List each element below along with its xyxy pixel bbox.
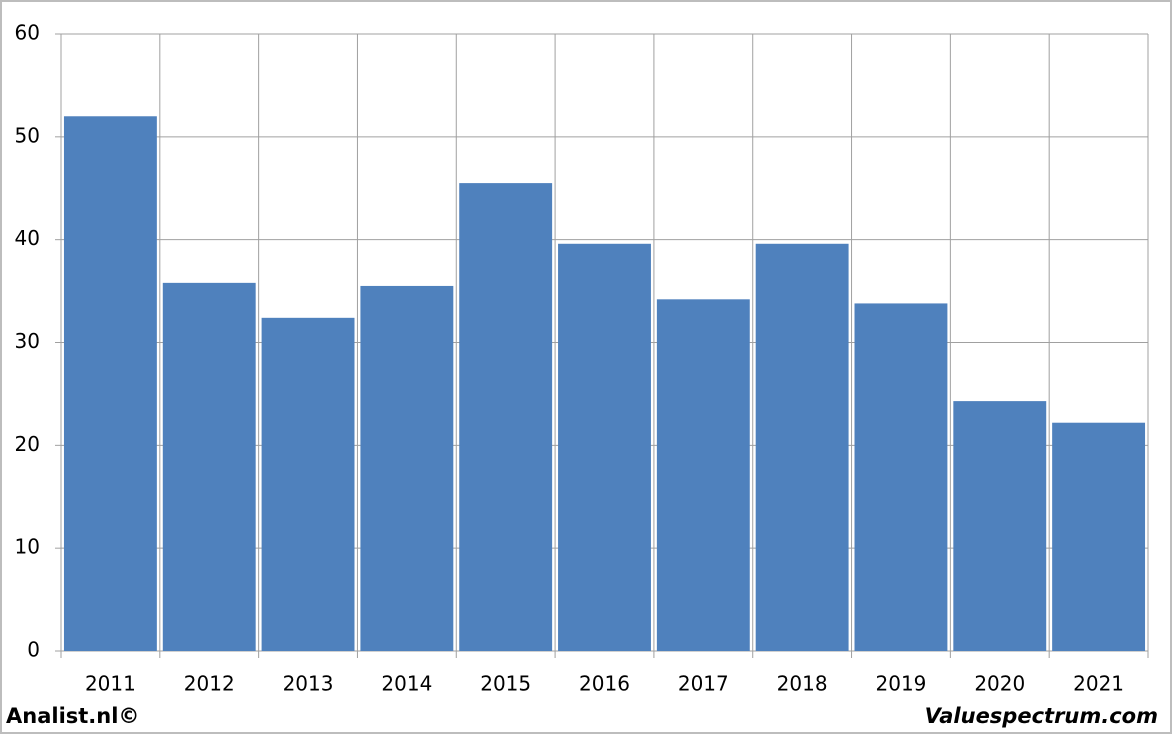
y-tick-label: 10: [15, 535, 40, 559]
bar: [755, 243, 849, 651]
y-tick-label: 20: [15, 432, 40, 456]
x-tick-label: 2011: [85, 672, 136, 696]
bar: [162, 282, 256, 651]
bar: [953, 401, 1047, 651]
bar: [63, 116, 157, 652]
bar: [261, 317, 355, 651]
y-tick-label: 30: [15, 329, 40, 353]
x-tick-label: 2018: [777, 672, 828, 696]
x-tick-label: 2014: [381, 672, 432, 696]
x-tick-label: 2016: [579, 672, 630, 696]
bar: [1052, 422, 1146, 651]
y-tick-label: 0: [27, 638, 40, 662]
credit-left: Analist.nl©: [6, 704, 139, 728]
x-tick-label: 2017: [678, 672, 729, 696]
bar: [459, 183, 553, 651]
x-tick-label: 2013: [283, 672, 334, 696]
x-tick-label: 2020: [974, 672, 1025, 696]
x-tick-label: 2015: [480, 672, 531, 696]
x-tick-label: 2012: [184, 672, 235, 696]
credit-right: Valuespectrum.com: [925, 704, 1158, 728]
y-tick-label: 40: [15, 226, 40, 250]
bar: [360, 285, 454, 651]
bar: [656, 299, 750, 651]
plot-area: 0 10 20 30 40 50 60 2011 2012 2013 2014 2015 2016 201…: [15, 21, 1149, 696]
x-tick-label: 2021: [1073, 672, 1124, 696]
x-tick-label: 2019: [876, 672, 927, 696]
bar: [558, 243, 651, 651]
y-tick-label: 50: [15, 123, 40, 147]
y-tick-label: 60: [15, 21, 40, 45]
bar: [854, 303, 948, 651]
